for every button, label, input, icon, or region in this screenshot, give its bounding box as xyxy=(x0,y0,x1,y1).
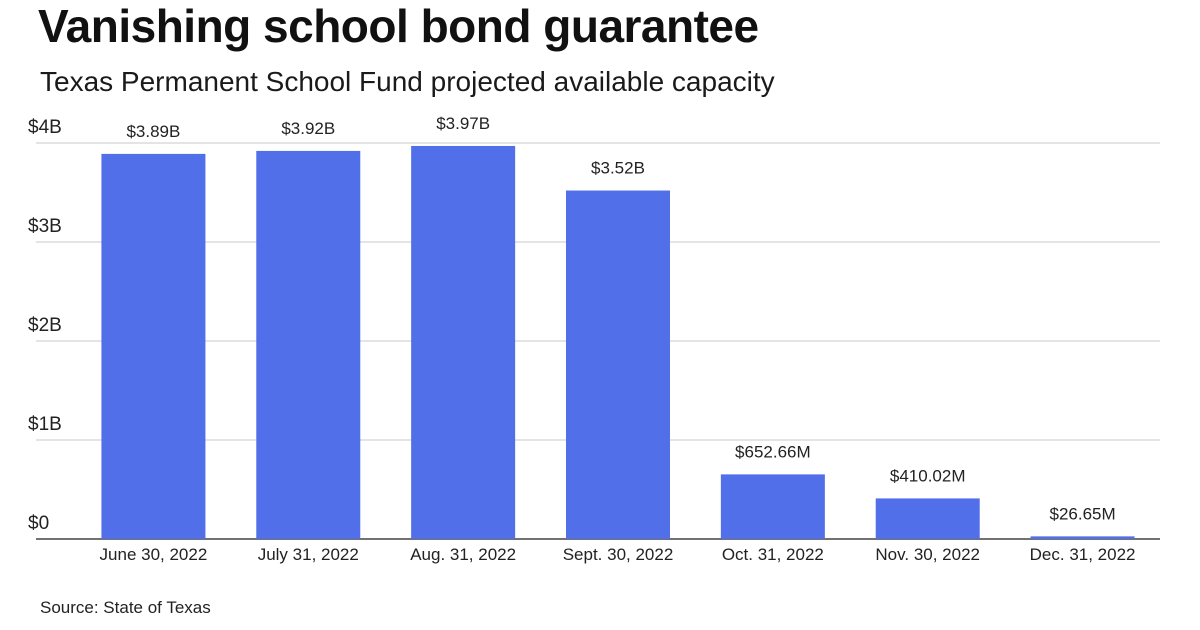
y-tick-label: $3B xyxy=(28,216,62,237)
chart-title: Vanishing school bond guarantee xyxy=(38,0,759,52)
y-tick-label: $4B xyxy=(28,117,62,138)
data-label: $3.52B xyxy=(591,159,645,178)
bar xyxy=(101,153,206,539)
y-tick-label: $0 xyxy=(28,513,49,534)
x-tick-label: Sept. 30, 2022 xyxy=(563,545,674,564)
y-tick-label: $1B xyxy=(28,414,62,435)
x-tick-label: Dec. 31, 2022 xyxy=(1030,545,1136,564)
bars xyxy=(101,145,1135,540)
bar xyxy=(1030,536,1135,539)
y-axis-ticks: $0 $1B $2B $3B $4B xyxy=(28,117,62,534)
data-label: $3.92B xyxy=(281,119,335,138)
source-note: Source: State of Texas xyxy=(40,598,211,617)
data-label: $3.89B xyxy=(126,122,180,141)
bar xyxy=(875,498,980,539)
x-tick-label: June 30, 2022 xyxy=(100,545,208,564)
bar xyxy=(720,474,825,539)
bar xyxy=(566,190,670,539)
data-label: $26.65M xyxy=(1049,504,1115,523)
bar xyxy=(411,145,516,539)
y-tick-label: $2B xyxy=(28,315,62,336)
chart-subtitle: Texas Permanent School Fund projected av… xyxy=(40,66,775,97)
data-label: $652.66M xyxy=(735,442,811,461)
x-axis-ticks: June 30, 2022 July 31, 2022 Aug. 31, 2022 S… xyxy=(100,545,1136,564)
x-tick-label: Nov. 30, 2022 xyxy=(875,545,980,564)
bar xyxy=(256,150,361,540)
x-tick-label: Oct. 31, 2022 xyxy=(722,545,824,564)
x-tick-label: July 31, 2022 xyxy=(258,545,359,564)
data-label: $410.02M xyxy=(890,466,966,485)
data-labels: $3.89B $3.92B $3.97B $3.52B $652.66M $410.02M… xyxy=(126,114,1115,523)
data-label: $3.97B xyxy=(436,114,490,133)
x-tick-label: Aug. 31, 2022 xyxy=(410,545,516,564)
